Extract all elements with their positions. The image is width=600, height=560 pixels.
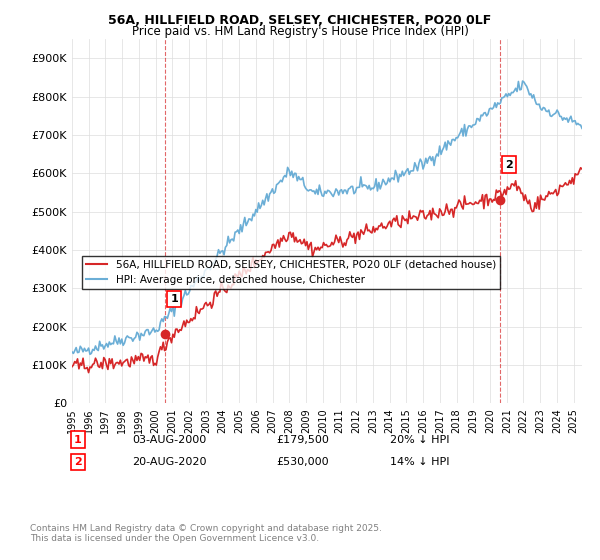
Text: 20-AUG-2020: 20-AUG-2020 [132, 457, 206, 467]
Text: 14% ↓ HPI: 14% ↓ HPI [390, 457, 449, 467]
Text: 56A, HILLFIELD ROAD, SELSEY, CHICHESTER, PO20 0LF: 56A, HILLFIELD ROAD, SELSEY, CHICHESTER,… [109, 14, 491, 27]
Text: 2: 2 [74, 457, 82, 467]
Text: 2: 2 [505, 160, 513, 170]
Text: 20% ↓ HPI: 20% ↓ HPI [390, 435, 449, 445]
Text: Contains HM Land Registry data © Crown copyright and database right 2025.
This d: Contains HM Land Registry data © Crown c… [30, 524, 382, 543]
Text: £530,000: £530,000 [276, 457, 329, 467]
Text: 1: 1 [74, 435, 82, 445]
Text: £179,500: £179,500 [276, 435, 329, 445]
Text: 03-AUG-2000: 03-AUG-2000 [132, 435, 206, 445]
Text: 1: 1 [170, 294, 178, 304]
Text: Price paid vs. HM Land Registry's House Price Index (HPI): Price paid vs. HM Land Registry's House … [131, 25, 469, 38]
Legend: 56A, HILLFIELD ROAD, SELSEY, CHICHESTER, PO20 0LF (detached house), HPI: Average: 56A, HILLFIELD ROAD, SELSEY, CHICHESTER,… [82, 255, 500, 289]
